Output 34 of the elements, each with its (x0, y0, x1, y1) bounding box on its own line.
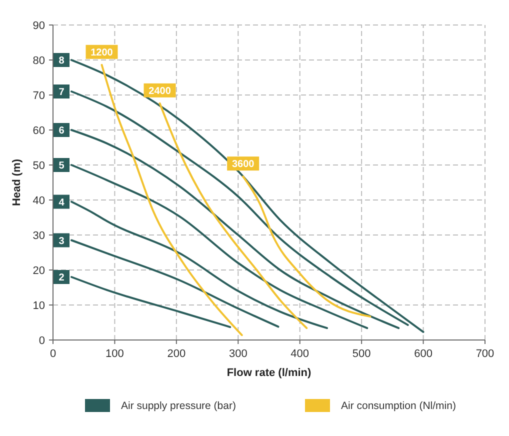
y-tick-label: 70 (32, 90, 45, 102)
x-tick-label: 200 (167, 348, 186, 360)
text: Air supply pressure (bar) (121, 400, 236, 412)
series-label: 3 (58, 236, 65, 247)
y-tick-label: 20 (32, 265, 45, 277)
y-tick-label: 90 (32, 20, 45, 32)
y-tick-label: 30 (32, 230, 45, 242)
series-label: 2 (58, 272, 65, 284)
series-label: 5 (58, 160, 65, 172)
y-tick-label: 10 (32, 300, 45, 312)
y-axis-title: Head (m) (11, 158, 23, 206)
line-series (242, 176, 372, 318)
x-tick-label: 500 (352, 348, 371, 360)
line-series (158, 102, 308, 330)
text: Air consumption (Nl/min) (341, 400, 456, 412)
x-tick-label: 600 (414, 348, 432, 360)
y-tick-label: 40 (32, 195, 45, 207)
x-tick-label: 300 (228, 348, 248, 360)
series-label: 1200 (90, 47, 114, 58)
x-tick-label: 700 (476, 348, 494, 360)
series-label: 8 (58, 56, 65, 66)
series-label: 4 (58, 197, 65, 208)
y-tick-label: 60 (32, 125, 45, 137)
y-tick-label: 50 (32, 160, 45, 172)
y-tick-label: 80 (32, 55, 45, 67)
series-label: 2400 (148, 86, 172, 97)
series-label: 3600 (232, 159, 255, 170)
y-tick-label: 0 (38, 335, 45, 347)
x-tick-label: 100 (106, 348, 124, 360)
x-axis-title: Flow rate (l/min) (226, 367, 312, 379)
series-label: 6 (58, 126, 65, 136)
series-label: 7 (58, 87, 65, 98)
x-tick-label: 400 (290, 348, 310, 360)
x-tick-label: 0 (50, 348, 56, 360)
